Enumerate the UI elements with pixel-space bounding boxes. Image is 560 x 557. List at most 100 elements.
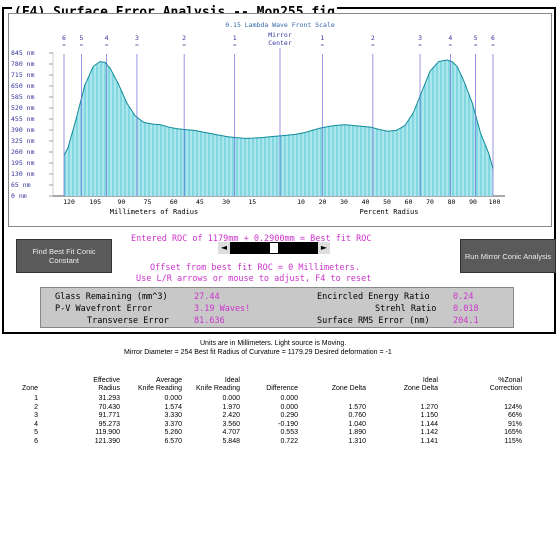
hint-line: Use L/R arrows or mouse to adjust, F4 to… <box>136 274 372 284</box>
column-header: Ideal <box>224 377 240 384</box>
slider-right-arrow-icon[interactable]: ► <box>318 242 330 254</box>
table-cell: 3.370 <box>164 420 182 428</box>
roc-line: Entered ROC of 1179mm + 0.2900mm = Best … <box>131 234 372 244</box>
table-cell: 6.570 <box>164 437 182 445</box>
zone-marker-label: 4 <box>448 34 452 42</box>
table-cell: 5.848 <box>222 437 240 445</box>
slider-left-arrow-icon[interactable]: ◄ <box>218 242 230 254</box>
surface-error-plot: 0.15 Lambda Wave Front Scale MirrorCenter… <box>11 21 505 216</box>
table-cell: 3 <box>34 412 38 419</box>
table-cell: 1.150 <box>420 412 438 419</box>
table-cell: 31.293 <box>98 395 120 402</box>
table-cell: 1 <box>34 395 38 402</box>
find-best-fit-conic-button[interactable]: Find Best Fit Conic Constant <box>16 239 112 273</box>
zone-marker-label: 6 <box>491 34 495 42</box>
percent-tick-label: 70 <box>426 198 434 206</box>
y-tick-label: 715 nm <box>11 71 35 79</box>
y-tick-label: 325 nm <box>11 137 35 145</box>
encircled-energy-value: 0.24 <box>453 292 474 302</box>
table-cell: 3.560 <box>222 420 240 428</box>
mm-tick-label: 30 <box>222 198 230 206</box>
percent-tick-label: 90 <box>469 198 477 206</box>
percent-tick-label: 100 <box>489 198 501 206</box>
y-tick-label: 650 nm <box>11 82 35 90</box>
table-cell: 91.771 <box>98 412 120 419</box>
glass-remaining-label: Glass Remaining (mm^3) <box>55 292 168 302</box>
strehl-ratio-label: Strehl Ratio <box>375 304 437 314</box>
mm-tick-label: 90 <box>117 198 125 206</box>
table-cell: 119.900 <box>95 429 120 436</box>
surface-rms-label: Surface RMS Error (nm) <box>317 316 430 326</box>
column-header: Difference <box>266 385 298 392</box>
table-cell: 124% <box>504 403 522 411</box>
table-cell: 1.040 <box>348 420 366 428</box>
zone-report: Units are in Millimeters. Light source i… <box>0 337 560 557</box>
percent-tick-label: 10 <box>297 198 305 206</box>
table-cell: 1.574 <box>164 403 182 411</box>
y-tick-label: 260 nm <box>11 148 35 156</box>
table-cell: 6 <box>34 437 38 445</box>
table-cell: 1.890 <box>348 429 366 436</box>
y-tick-label: 130 nm <box>11 170 35 178</box>
mm-tick-label: 60 <box>170 198 178 206</box>
chart-subtitle: 0.15 Lambda Wave Front Scale <box>225 21 335 29</box>
table-cell: 91% <box>507 420 522 428</box>
table-cell: 70.430 <box>98 403 120 411</box>
table-cell: 0.000 <box>164 395 182 402</box>
glass-remaining-value: 27.44 <box>194 292 220 302</box>
column-header: Ideal <box>422 377 438 384</box>
column-header: %Zonal <box>498 377 522 384</box>
table-cell: 165% <box>504 429 522 436</box>
percent-tick-label: 80 <box>448 198 456 206</box>
column-header: Zone <box>22 385 38 392</box>
roc-offset-slider[interactable]: ◄ ► <box>218 242 330 254</box>
y-tick-label: 0 nm <box>11 192 27 200</box>
table-cell: 1.570 <box>348 403 366 411</box>
mirror-center-label-1: Mirror <box>268 31 292 39</box>
y-tick-label: 845 nm <box>11 49 35 57</box>
report-summary-line: Mirror Diameter = 254 Best fit Radius of… <box>124 349 392 356</box>
column-header: Correction <box>489 385 522 392</box>
zone-marker-label: 2 <box>182 34 186 42</box>
table-cell: 0.760 <box>348 412 366 419</box>
mm-tick-label: 75 <box>144 198 152 206</box>
x-right-label: Percent Radius <box>359 208 418 216</box>
y-tick-label: 520 nm <box>11 104 35 112</box>
report-units-line: Units are in Millimeters. Light source i… <box>200 340 347 347</box>
zone-marker-label: 3 <box>135 34 139 42</box>
surface-error-chart: 0.15 Lambda Wave Front Scale Mirror Center… <box>8 13 552 227</box>
table-cell: 0.722 <box>280 437 298 445</box>
column-header: Zone Delta <box>403 385 438 392</box>
y-tick-label: 65 nm <box>11 181 31 189</box>
percent-tick-label: 30 <box>340 198 348 206</box>
pv-error-label: P-V Wavefront Error <box>55 304 153 314</box>
error-area <box>64 60 493 196</box>
table-cell: 1.141 <box>420 437 438 445</box>
table-cell: 66% <box>507 412 522 419</box>
slider-thumb[interactable] <box>270 243 278 253</box>
table-cell: 115% <box>504 437 522 445</box>
run-mirror-conic-analysis-button[interactable]: Run Mirror Conic Analysis <box>460 239 556 273</box>
y-tick-label: 585 nm <box>11 93 35 101</box>
mm-tick-label: 105 <box>89 198 101 206</box>
stats-panel: Glass Remaining (mm^3) 27.44 P-V Wavefro… <box>40 287 514 328</box>
mm-tick-label: 15 <box>248 198 256 206</box>
table-cell: 0.290 <box>280 412 298 419</box>
mirror-center-label-2: Center <box>268 39 292 47</box>
column-header: Radius <box>98 385 120 392</box>
strehl-ratio-value: 0.018 <box>453 304 479 314</box>
table-cell: 5 <box>34 429 38 436</box>
zone-marker-label: 2 <box>371 34 375 42</box>
table-cell: 3.330 <box>164 412 182 419</box>
zone-marker-label: 1 <box>320 34 324 42</box>
table-cell: 4.707 <box>222 429 240 436</box>
column-header: Knife Reading <box>196 385 240 392</box>
column-header: Zone Delta <box>331 385 366 392</box>
table-cell: 1.270 <box>420 403 438 411</box>
table-cell: 0.553 <box>280 429 298 436</box>
table-cell: 1.144 <box>420 420 438 428</box>
table-cell: 5.260 <box>164 429 182 436</box>
percent-tick-label: 40 <box>362 198 370 206</box>
zone-marker-label: 5 <box>474 34 478 42</box>
y-tick-label: 780 nm <box>11 60 35 68</box>
